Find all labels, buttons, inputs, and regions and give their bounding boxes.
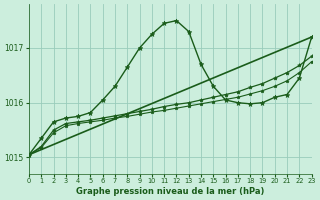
X-axis label: Graphe pression niveau de la mer (hPa): Graphe pression niveau de la mer (hPa) [76, 187, 265, 196]
